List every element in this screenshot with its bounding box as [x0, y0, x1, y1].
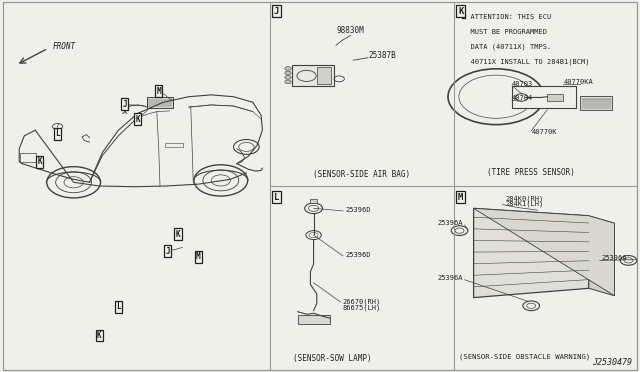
Bar: [317, 67, 331, 84]
Text: J: J: [274, 7, 279, 16]
Bar: [512, 86, 576, 108]
Text: 86675(LH): 86675(LH): [342, 305, 381, 311]
Text: M: M: [156, 87, 161, 96]
Text: J: J: [122, 100, 127, 109]
Polygon shape: [589, 216, 614, 296]
Text: K: K: [458, 7, 463, 16]
Polygon shape: [474, 208, 614, 296]
Text: 40711X INSTALL TO 284B1(BCM): 40711X INSTALL TO 284B1(BCM): [462, 59, 589, 65]
Bar: [20, 153, 36, 162]
Text: 40703: 40703: [512, 81, 533, 87]
Text: (SENSOR-SIDE AIR BAG): (SENSOR-SIDE AIR BAG): [313, 170, 410, 179]
Text: 25396A: 25396A: [602, 256, 627, 262]
Text: K: K: [175, 230, 180, 239]
Text: 40704: 40704: [512, 96, 533, 102]
Circle shape: [285, 71, 291, 75]
Bar: [310, 199, 317, 203]
Bar: [580, 96, 612, 110]
Text: L: L: [116, 302, 121, 311]
Bar: [292, 65, 334, 86]
Bar: [147, 97, 173, 108]
Text: 40770KA: 40770KA: [563, 79, 593, 85]
Text: (SENSOR-SOW LAMP): (SENSOR-SOW LAMP): [294, 354, 372, 363]
Text: ■ ATTENTION: THIS ECU: ■ ATTENTION: THIS ECU: [462, 14, 551, 20]
Text: 25396A: 25396A: [437, 220, 463, 226]
Text: 25396D: 25396D: [346, 252, 371, 258]
Text: 25387B: 25387B: [368, 51, 396, 60]
Text: M: M: [196, 252, 201, 261]
Text: MUST BE PROGRAMMED: MUST BE PROGRAMMED: [462, 29, 547, 35]
Text: 98830M: 98830M: [337, 26, 365, 35]
Text: 40770K: 40770K: [531, 129, 557, 135]
Text: L: L: [55, 129, 60, 138]
Bar: [298, 315, 330, 324]
Text: J: J: [165, 247, 170, 256]
Text: 26670(RH): 26670(RH): [342, 298, 381, 305]
Bar: [547, 94, 563, 101]
Text: K: K: [135, 115, 140, 124]
Circle shape: [285, 76, 291, 79]
Text: (SENSOR-SIDE OBSTACLE WARNING): (SENSOR-SIDE OBSTACLE WARNING): [459, 354, 591, 360]
Circle shape: [285, 67, 291, 70]
Text: 284K0(RH): 284K0(RH): [506, 195, 544, 202]
Circle shape: [285, 80, 291, 84]
Text: K: K: [97, 331, 102, 340]
Bar: [165, 143, 183, 147]
Text: (TIRE PRESS SENSOR): (TIRE PRESS SENSOR): [487, 168, 575, 177]
Text: M: M: [458, 193, 463, 202]
Text: 25396A: 25396A: [437, 275, 463, 281]
Text: DATA (40711X) TMPS.: DATA (40711X) TMPS.: [462, 44, 551, 50]
Text: K: K: [37, 157, 42, 166]
Text: FRONT: FRONT: [52, 42, 76, 51]
Text: J2530479: J2530479: [593, 358, 632, 367]
Text: 284K1(LH): 284K1(LH): [506, 201, 544, 207]
Text: L: L: [274, 193, 279, 202]
Polygon shape: [474, 208, 589, 298]
Text: 25396D: 25396D: [346, 207, 371, 213]
